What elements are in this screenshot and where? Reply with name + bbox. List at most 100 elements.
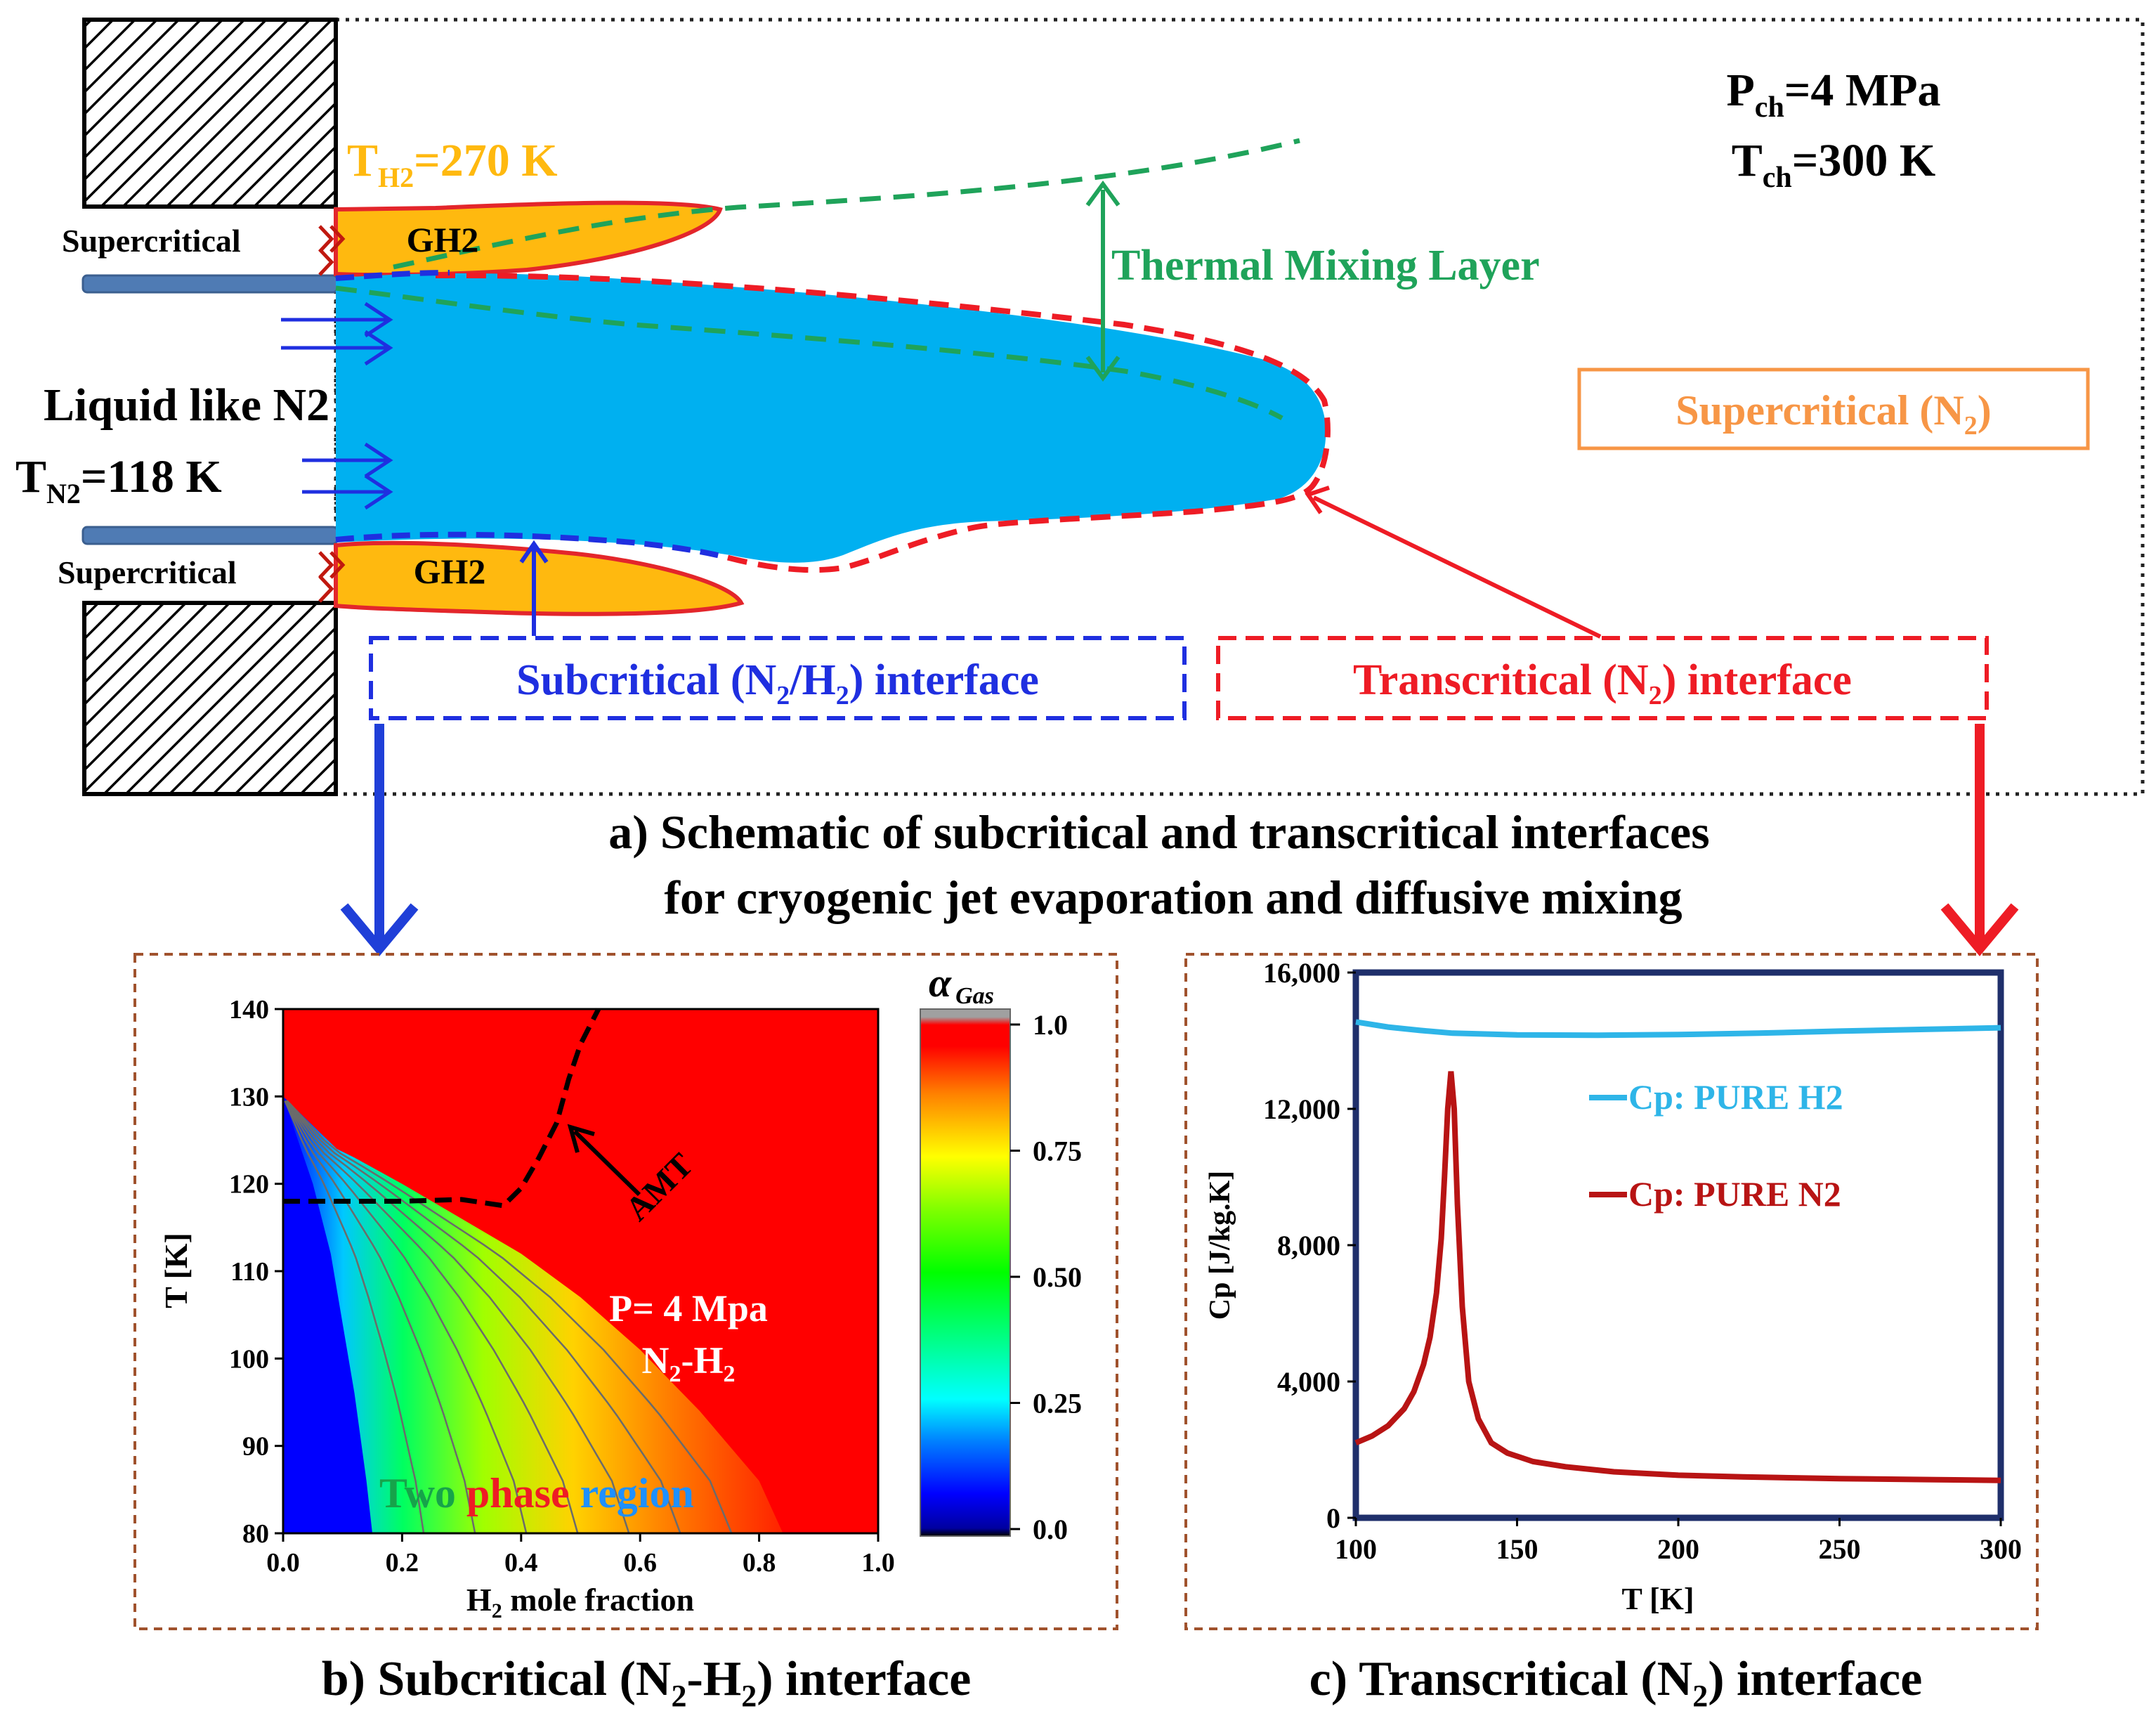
panel-c-frame [1184, 953, 2039, 1630]
panel-c-caption: c) Transcritical (N2) interface [1309, 1652, 1923, 1713]
x-tick-label: 0.8 [743, 1548, 776, 1578]
injector-wall-top [82, 18, 338, 209]
transcritical-pointer-arrow [1305, 486, 1602, 639]
x-tick-label: 0.6 [623, 1548, 657, 1578]
x-tick-label: 0.0 [266, 1548, 300, 1578]
legend-n2-label: Cp: PURE N2 [1628, 1174, 1841, 1214]
x-tick-label: 1.0 [861, 1548, 895, 1578]
cp-x-axis-label: T [K] [1621, 1582, 1694, 1616]
supercritical-n2-label: Supercritical (N2) [1675, 387, 1991, 441]
mixture-annotation: N2-H2 [642, 1339, 736, 1387]
liquid-n2-core [336, 273, 1326, 563]
injector-wall-bottom [82, 601, 338, 796]
cp-y-axis-label: Cp [J/kg.K] [1204, 1171, 1236, 1320]
x-axis-ticks: 0.0 0.2 0.4 0.6 0.8 1.0 [266, 1533, 895, 1578]
liquid-n2-label: Liquid like N2 [44, 379, 329, 431]
isoline [285, 1100, 476, 1534]
colorbar-tick-label: 0.25 [1033, 1388, 1082, 1419]
supercritical-label-bottom: Supercritical [58, 554, 237, 590]
colorbar-scale [920, 1008, 1011, 1537]
colorbar-label: α Gas [929, 960, 994, 1009]
mixing-layer-upper [393, 138, 1300, 270]
y-tick-label: 100 [229, 1344, 269, 1374]
transcritical-interface-outline [435, 272, 1331, 573]
colorbar-tick-label: 0.50 [1033, 1261, 1082, 1293]
cp-ticks: 100 150 200 250 300 0 4,000 8,000 12,000 16,000 [1263, 957, 2022, 1565]
arrow-to-panel-c [1940, 724, 2019, 956]
chamber-pressure-label: Pch=4 MPa [1726, 65, 1940, 124]
supercritical-inflow-arrows-bottom [318, 551, 346, 603]
supercritical-inflow-arrows-top [318, 225, 346, 276]
isoline [285, 1100, 579, 1534]
subcritical-interface-bottom [335, 531, 724, 559]
n2-temperature-label: TN2=118 K [15, 451, 222, 509]
panel-b-phase-diagram: AMT P= 4 Mpa N2-H2 Two phase region 0.0 0… [133, 953, 1118, 1713]
pressure-annotation: P= 4 Mpa [609, 1287, 768, 1329]
cp-y-tick-label: 16,000 [1263, 957, 1340, 989]
y-tick-label: 80 [242, 1519, 269, 1549]
panel-a-caption-line1: a) Schematic of subcritical and transcri… [608, 805, 1709, 859]
colorbar-tick-label: 0.0 [1033, 1514, 1068, 1545]
supercritical-n2-box [1577, 368, 2090, 450]
y-tick-label: 140 [229, 995, 269, 1025]
cp-x-tick-label: 200 [1657, 1533, 1699, 1565]
isoline [286, 1100, 681, 1534]
chamber-temperature-label: Tch=300 K [1732, 135, 1935, 194]
y-axis-label: T [K] [158, 1233, 194, 1308]
isoline [286, 1100, 733, 1534]
chamber-boundary [334, 18, 2145, 796]
colorbar-tick-label: 0.75 [1033, 1136, 1082, 1167]
mixing-layer-lower [335, 285, 1283, 421]
panel-a-caption-line2: for cryogenic jet evaporation and diffus… [664, 871, 1682, 924]
isoline [285, 1100, 528, 1534]
liquid-inflow-arrows [281, 301, 393, 510]
transcritical-interface-label: Transcritical (N2) interface [1353, 656, 1852, 710]
isoline [284, 1100, 425, 1534]
subcritical-pointer-arrow [519, 540, 549, 636]
y-tick-label: 110 [230, 1257, 269, 1287]
cp-x-tick-label: 300 [1980, 1533, 2022, 1565]
panel-c-cp-chart: 100 150 200 250 300 0 4,000 8,000 12,000 16,000 C… [1184, 953, 2039, 1713]
cp-y-tick-label: 4,000 [1277, 1366, 1340, 1398]
panel-b-frame [133, 953, 1118, 1630]
two-phase-region-label: Two phase region [379, 1470, 694, 1516]
x-tick-label: 0.2 [386, 1548, 419, 1578]
colorbar: 1.0 0.75 0.50 0.25 0.0 α Gas [920, 960, 1082, 1545]
panel-a-schematic: Pch=4 MPa Tch=300 K TH2=270 K Supercriti… [15, 18, 2145, 956]
colorbar-ticks: 1.0 0.75 0.50 0.25 0.0 [1010, 1009, 1082, 1545]
isoline [285, 1100, 630, 1534]
cp-x-tick-label: 250 [1819, 1533, 1861, 1565]
arrow-to-panel-b [340, 724, 419, 956]
panel-b-caption: b) Subcritical (N2-H2) interface [322, 1652, 972, 1713]
cp-y-tick-label: 12,000 [1263, 1093, 1340, 1125]
cp-n2-series-line [1354, 1071, 2001, 1483]
y-tick-label: 90 [242, 1432, 269, 1462]
thermal-mixing-layer-label: Thermal Mixing Layer [1111, 242, 1540, 290]
cp-x-tick-label: 150 [1496, 1533, 1538, 1565]
amt-pointer-arrow [567, 1124, 641, 1197]
cp-y-tick-label: 0 [1326, 1502, 1340, 1534]
heatmap-plot-area [282, 1008, 880, 1535]
supercritical-label-top: Supercritical [62, 223, 241, 259]
mixing-layer-thickness-arrow [1085, 180, 1121, 382]
subcritical-interface-box [369, 636, 1187, 720]
gh2-label-bottom: GH2 [414, 552, 486, 591]
gh2-label-top: GH2 [407, 220, 479, 259]
subcritical-interface-label: Subcritical (N2/H2) interface [516, 656, 1039, 710]
legend-h2-label: Cp: PURE H2 [1628, 1077, 1843, 1117]
cp-x-tick-label: 100 [1335, 1533, 1377, 1565]
y-tick-label: 130 [229, 1082, 269, 1112]
h2-temperature-label: TH2=270 K [347, 135, 558, 193]
injector-lip-top [81, 274, 339, 294]
injector-lip-bottom [81, 526, 339, 545]
cp-y-tick-label: 8,000 [1277, 1230, 1340, 1261]
y-axis-ticks: 80 90 100 110 120 130 140 [229, 995, 283, 1549]
cp-legend: Cp: PURE H2 Cp: PURE N2 [1589, 1077, 1843, 1214]
cp-plot-axes [1352, 969, 2004, 1521]
subcritical-interface-top [335, 270, 450, 281]
x-tick-label: 0.4 [504, 1548, 538, 1578]
y-tick-label: 120 [229, 1170, 269, 1199]
gh2-stream-bottom [334, 540, 745, 616]
colorbar-tick-label: 1.0 [1033, 1009, 1068, 1041]
